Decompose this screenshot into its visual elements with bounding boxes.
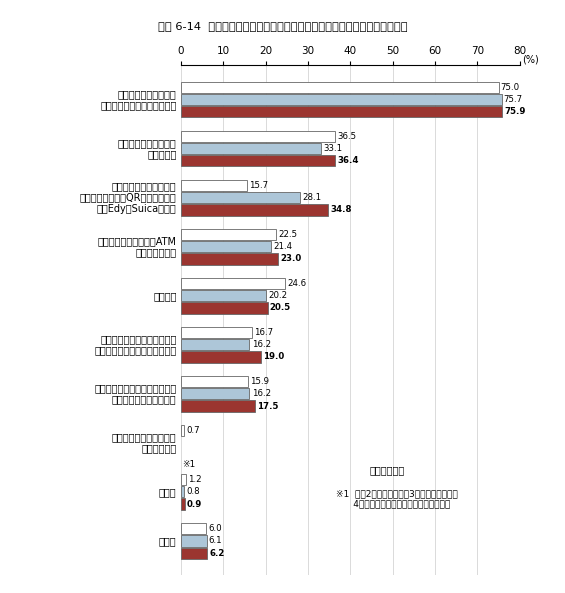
Bar <box>181 376 248 387</box>
Bar <box>181 130 336 142</box>
Bar <box>181 253 278 264</box>
Text: 6.1: 6.1 <box>209 537 223 546</box>
Text: 22.5: 22.5 <box>278 230 297 239</box>
Text: ※1: ※1 <box>182 460 195 469</box>
Bar <box>181 180 247 191</box>
Text: 75.9: 75.9 <box>505 107 526 116</box>
Bar <box>181 486 184 498</box>
Bar <box>181 241 272 252</box>
Text: 16.7: 16.7 <box>254 328 273 337</box>
Bar <box>181 327 251 338</box>
Bar <box>181 290 267 301</box>
Text: 図表 6-14  インターネットを使って商品を購入する際の決済手段（時系列）: 図表 6-14 インターネットを使って商品を購入する際の決済手段（時系列） <box>158 21 407 31</box>
Text: 15.9: 15.9 <box>250 377 270 386</box>
Bar <box>181 106 502 117</box>
Text: 23.0: 23.0 <box>280 254 302 263</box>
Bar <box>181 94 502 105</box>
Text: 75.7: 75.7 <box>504 95 523 104</box>
Text: （複数回答）: （複数回答） <box>370 466 405 476</box>
Bar <box>181 535 207 547</box>
Text: 15.7: 15.7 <box>250 181 268 190</box>
Text: 24.6: 24.6 <box>287 279 306 288</box>
Text: 0.8: 0.8 <box>186 487 200 496</box>
Text: 28.1: 28.1 <box>302 193 321 202</box>
Bar <box>181 499 185 510</box>
Text: 19.0: 19.0 <box>263 352 285 362</box>
Bar <box>181 352 261 363</box>
Text: 33.1: 33.1 <box>323 144 342 153</box>
Text: 36.5: 36.5 <box>337 132 357 141</box>
Text: 21.4: 21.4 <box>273 242 293 251</box>
Bar <box>181 302 268 314</box>
Bar <box>181 388 250 400</box>
Text: 0.7: 0.7 <box>186 426 199 435</box>
Text: 16.2: 16.2 <box>251 389 271 398</box>
Bar <box>181 155 335 167</box>
Text: 6.2: 6.2 <box>209 549 224 557</box>
Text: 20.5: 20.5 <box>270 304 291 313</box>
Bar <box>181 204 328 215</box>
Bar <box>181 425 184 436</box>
Text: 17.5: 17.5 <box>257 401 279 410</box>
Bar <box>181 474 186 485</box>
Text: 16.2: 16.2 <box>251 340 271 349</box>
Text: (%): (%) <box>522 54 538 64</box>
Bar <box>181 547 207 559</box>
Bar <box>181 229 276 240</box>
Bar <box>181 192 300 203</box>
Bar <box>181 339 250 350</box>
Text: 20.2: 20.2 <box>268 291 288 300</box>
Bar <box>181 523 206 534</box>
Text: 6.0: 6.0 <box>208 524 222 533</box>
Bar <box>181 400 255 412</box>
Bar <box>181 82 499 93</box>
Text: 36.4: 36.4 <box>337 157 359 165</box>
Bar <box>181 278 285 289</box>
Text: 75.0: 75.0 <box>501 83 520 92</box>
Bar <box>181 143 321 154</box>
Text: 1.2: 1.2 <box>188 475 202 484</box>
Text: 34.8: 34.8 <box>331 205 352 215</box>
Text: ※1  令和2年調査と、令和3年調査および令和
      4年調査の選択肢がそれぞれ一部異なる: ※1 令和2年調査と、令和3年調査および令和 4年調査の選択肢がそれぞれ一部異な… <box>336 489 458 509</box>
Text: 0.9: 0.9 <box>186 500 202 509</box>
